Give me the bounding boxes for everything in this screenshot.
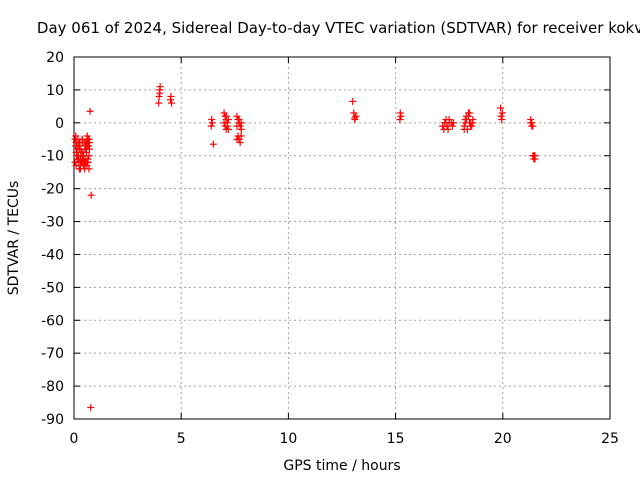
data-point [236, 139, 244, 147]
x-tick-label: 25 [601, 431, 619, 447]
data-point [207, 122, 215, 130]
data-point [352, 112, 360, 120]
data-point [448, 122, 456, 130]
data-point [83, 132, 91, 140]
data-point [156, 83, 164, 91]
data-point [87, 403, 95, 411]
data-points [71, 83, 539, 411]
data-point [85, 139, 93, 147]
data-point [237, 125, 245, 133]
y-tick-label: -20 [41, 182, 64, 198]
data-point [223, 119, 231, 127]
data-point [527, 116, 535, 124]
data-point [85, 165, 93, 173]
y-tick-label: 10 [46, 83, 64, 99]
data-point [208, 116, 216, 124]
y-tick-label: -80 [41, 379, 64, 395]
x-tick-label: 20 [494, 431, 512, 447]
data-point [208, 119, 216, 127]
y-tick-label: -60 [41, 313, 64, 329]
data-point [498, 116, 506, 124]
data-point [155, 92, 163, 100]
data-point [222, 112, 230, 120]
data-point [396, 109, 404, 117]
x-tick-label: 0 [70, 431, 79, 447]
data-point [497, 112, 505, 120]
data-point [222, 125, 230, 133]
y-tick-label: 0 [55, 116, 64, 132]
data-point [233, 122, 241, 130]
data-point [351, 116, 359, 124]
data-point [237, 119, 245, 127]
data-point [396, 116, 404, 124]
chart-title: Day 061 of 2024, Sidereal Day-to-day VTE… [37, 19, 640, 37]
data-point [460, 125, 468, 133]
y-tick-label: -30 [41, 215, 64, 231]
y-tick-label: 20 [46, 50, 64, 66]
data-point [449, 119, 457, 127]
data-point [528, 119, 536, 127]
grid-lines [74, 57, 610, 419]
data-point [531, 155, 539, 163]
x-axis-label: GPS time / hours [283, 458, 400, 474]
data-point [466, 119, 474, 127]
data-point [497, 104, 505, 112]
data-point [168, 99, 176, 107]
data-point [397, 112, 405, 120]
data-point [84, 158, 92, 166]
y-tick-label: -50 [41, 280, 64, 296]
data-point [81, 162, 89, 170]
x-tick-label: 15 [387, 431, 405, 447]
data-point [530, 152, 538, 160]
data-point [461, 116, 469, 124]
data-point [86, 107, 94, 115]
plot-area [73, 56, 611, 420]
data-point [444, 125, 452, 133]
data-point [87, 191, 95, 199]
y-axis-label: SDTVAR / TECUs [6, 181, 22, 296]
data-point [76, 165, 84, 173]
y-tick-label: -70 [41, 346, 64, 362]
data-point [209, 140, 217, 148]
data-point [349, 97, 357, 105]
y-tick-label: -90 [41, 412, 64, 428]
axis-ticks: 0 5 10 15 20 25 20 10 0 -10 -20 -30 -40 -50 -60 -70 -80 -… [41, 50, 619, 447]
data-point [498, 109, 506, 117]
y-tick-label: -40 [41, 247, 64, 263]
data-point [85, 135, 93, 143]
data-point [464, 109, 472, 117]
data-point [237, 132, 245, 140]
data-point [167, 92, 175, 100]
y-tick-label: -10 [41, 149, 64, 165]
x-tick-label: 10 [279, 431, 297, 447]
data-point [529, 122, 537, 130]
x-tick-label: 5 [177, 431, 186, 447]
data-point [155, 99, 163, 107]
